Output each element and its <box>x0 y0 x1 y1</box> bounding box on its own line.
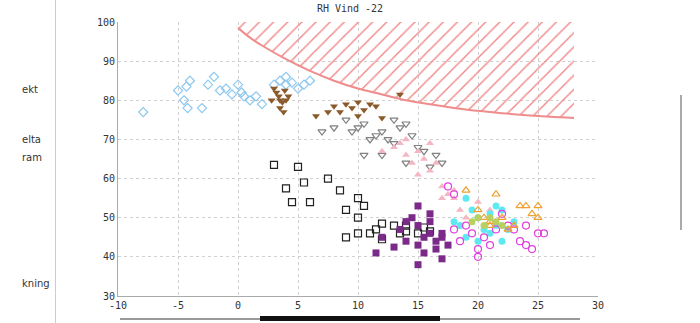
svg-text:80: 80 <box>103 95 115 106</box>
svg-text:40: 40 <box>103 251 115 262</box>
svg-text:5: 5 <box>295 300 301 311</box>
svg-text:25: 25 <box>532 300 544 311</box>
html-text:elta: elta <box>22 134 41 145</box>
svg-text:0: 0 <box>235 300 241 311</box>
svg-text:RH Vind -22: RH Vind -22 <box>317 3 383 14</box>
svg-text:15: 15 <box>412 300 424 311</box>
svg-text:-5: -5 <box>172 300 184 311</box>
html-text:kning: kning <box>22 278 50 289</box>
svg-text:70: 70 <box>103 134 115 145</box>
svg-text:-10: -10 <box>109 300 127 311</box>
html-text:ram: ram <box>22 152 42 163</box>
svg-text:30: 30 <box>103 291 115 302</box>
html-text:ekt: ekt <box>22 84 38 95</box>
svg-text:100: 100 <box>97 17 115 28</box>
svg-text:20: 20 <box>472 300 484 311</box>
svg-text:30: 30 <box>592 300 604 311</box>
svg-text:10: 10 <box>352 300 364 311</box>
svg-text:90: 90 <box>103 56 115 67</box>
svg-text:60: 60 <box>103 173 115 184</box>
svg-text:50: 50 <box>103 212 115 223</box>
